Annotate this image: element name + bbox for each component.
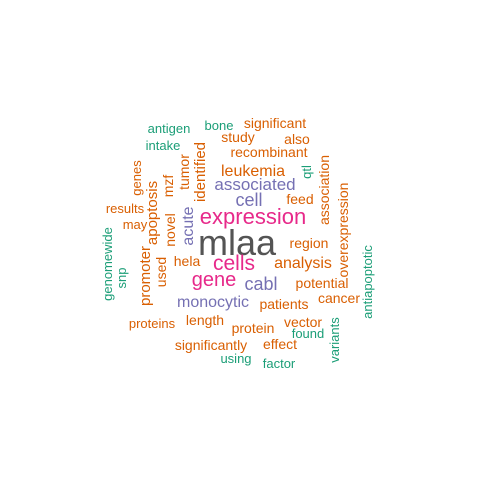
word-potential: potential — [296, 275, 349, 291]
word-found: found — [292, 326, 325, 341]
word-identified: identified — [192, 142, 209, 202]
word-feed: feed — [286, 191, 313, 207]
word-mlaa: mlaa — [198, 222, 277, 263]
word-tumor: tumor — [176, 154, 192, 190]
word-length: length — [186, 312, 224, 328]
word-intake: intake — [146, 138, 181, 153]
word-effect: effect — [263, 336, 297, 352]
word-recombinant: recombinant — [230, 144, 307, 160]
word-significant: significant — [244, 115, 306, 131]
word-apoptosis: apoptosis — [144, 181, 161, 245]
word-associated: associated — [214, 175, 295, 194]
word-patients: patients — [259, 296, 308, 312]
word-significantly: significantly — [175, 337, 247, 353]
word-cells: cells — [213, 252, 255, 275]
word-gene: gene — [192, 269, 237, 291]
word-acute: acute — [180, 206, 197, 245]
word-used: used — [153, 257, 169, 287]
word-results: results — [106, 201, 145, 216]
word-novel: novel — [162, 213, 178, 246]
word-mzf: mzf — [160, 175, 176, 198]
word-proteins: proteins — [129, 316, 176, 331]
word-vector: vector — [284, 314, 322, 330]
word-using: using — [220, 351, 251, 366]
word-qtl: qtl — [299, 165, 314, 179]
word-cell: cell — [235, 190, 262, 210]
word-variants: variants — [327, 317, 342, 363]
word-bone: bone — [205, 118, 234, 133]
word-expression: expression — [200, 204, 306, 229]
word-protein: protein — [232, 320, 275, 336]
word-antiapoptotic: antiapoptotic — [360, 245, 375, 319]
word-association: association — [316, 155, 332, 225]
word-genes: genes — [129, 160, 144, 196]
word-also: also — [284, 131, 310, 147]
word-hela: hela — [174, 253, 201, 269]
word-monocytic: monocytic — [177, 294, 249, 311]
word-analysis: analysis — [274, 255, 332, 272]
word-cancer: cancer — [318, 290, 360, 306]
word-may: may — [123, 217, 148, 232]
word-region: region — [290, 235, 329, 251]
word-study: study — [221, 129, 254, 145]
word-overexpression: overexpression — [335, 183, 351, 278]
word-genomewide: genomewide — [100, 227, 115, 301]
word-promoter: promoter — [137, 246, 154, 306]
word-factor: factor — [263, 356, 296, 371]
word-cabl: cabl — [244, 274, 277, 294]
word-leukemia: leukemia — [221, 163, 285, 180]
word-snp: snp — [114, 268, 129, 289]
word-antigen: antigen — [148, 121, 191, 136]
